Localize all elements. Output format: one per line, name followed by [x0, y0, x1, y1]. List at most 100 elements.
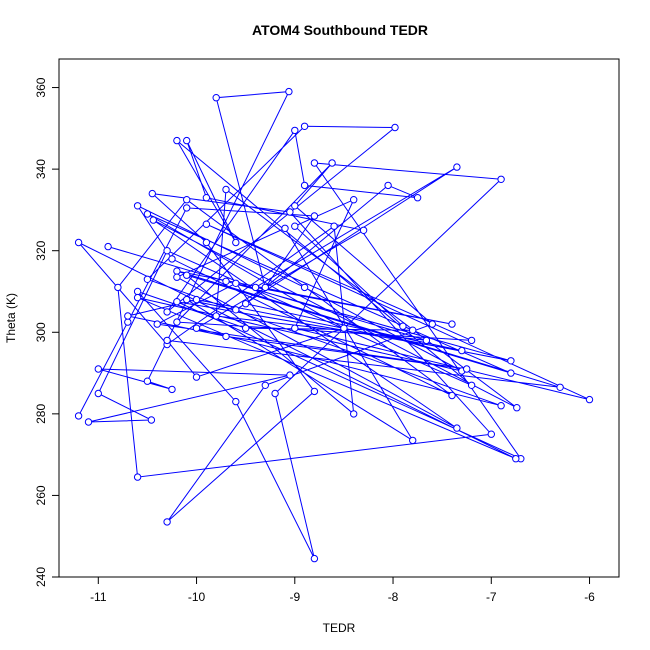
plot-frame	[58, 58, 620, 578]
data-point	[168, 385, 176, 394]
data-point	[173, 136, 181, 145]
data-point	[173, 318, 181, 326]
data-point	[453, 163, 461, 171]
y-tick-label: 240	[34, 567, 48, 587]
data-point	[183, 271, 191, 279]
data-point	[310, 387, 319, 396]
data-point	[261, 283, 269, 292]
data-point	[463, 365, 471, 373]
data-point	[291, 126, 299, 135]
data-point	[359, 226, 368, 235]
x-tick-label: -8	[388, 590, 399, 604]
data-point	[84, 418, 93, 426]
data-point	[222, 332, 230, 341]
y-tick-label: 280	[34, 404, 48, 424]
data-point	[409, 436, 417, 445]
data-point	[428, 320, 436, 328]
y-tick-label: 360	[34, 77, 48, 97]
data-point	[261, 381, 269, 389]
data-point	[291, 324, 299, 332]
data-point	[232, 279, 240, 287]
data-point	[251, 283, 260, 292]
data-point	[585, 395, 594, 404]
y-tick-label: 260	[34, 485, 48, 505]
data-point	[310, 159, 319, 167]
data-point	[212, 312, 220, 320]
data-point	[453, 424, 461, 432]
data-point	[173, 267, 181, 275]
data-point	[173, 298, 181, 306]
data-point	[133, 293, 142, 302]
data-point	[422, 336, 431, 345]
data-point	[291, 202, 299, 210]
data-point	[291, 222, 299, 230]
data-point	[350, 196, 358, 204]
data-point	[143, 210, 152, 218]
data-point	[448, 320, 456, 328]
y-tick-label: 300	[34, 322, 48, 342]
data-point	[350, 410, 358, 418]
data-point	[222, 185, 230, 194]
data-point	[163, 308, 171, 316]
data-point	[300, 283, 309, 292]
data-point	[192, 373, 201, 381]
data-point	[133, 287, 142, 296]
data-point	[183, 196, 191, 204]
data-point	[124, 312, 132, 320]
data-point	[286, 208, 294, 216]
data-point	[202, 220, 211, 228]
data-point	[133, 202, 142, 210]
data-point	[286, 371, 294, 379]
series-layer	[74, 87, 594, 563]
series-line	[78, 91, 590, 559]
x-tick-label: -7	[486, 590, 497, 604]
x-tick-label: -10	[188, 590, 206, 604]
data-point	[512, 455, 520, 463]
data-point	[124, 318, 132, 326]
data-point	[448, 391, 456, 400]
data-point	[133, 473, 142, 481]
data-point	[328, 159, 336, 167]
data-point	[300, 181, 309, 190]
data-point	[222, 277, 230, 285]
x-axis-label: TEDR	[323, 621, 356, 635]
data-point	[340, 324, 348, 332]
x-tick-label: -9	[289, 590, 300, 604]
data-point	[183, 136, 191, 145]
data-point	[497, 175, 505, 184]
data-point	[163, 336, 171, 345]
data-point	[168, 255, 176, 263]
data-point	[202, 194, 211, 202]
data-point	[467, 381, 476, 389]
data-point	[183, 204, 191, 212]
data-point	[143, 275, 152, 283]
x-tick-label: -11	[90, 590, 107, 604]
data-point	[148, 189, 157, 198]
data-point	[310, 554, 319, 563]
data-point	[285, 87, 293, 96]
x-axis: -11 -10 -9 -8 -7 -6	[90, 577, 595, 604]
y-axis: 240 260 280 300 320 340 360	[34, 77, 59, 587]
y-tick-label: 340	[34, 159, 48, 179]
data-point	[513, 404, 521, 412]
data-point	[556, 383, 564, 391]
data-point	[114, 283, 122, 292]
y-tick-label: 320	[34, 240, 48, 260]
data-point	[242, 300, 250, 308]
data-point	[391, 123, 399, 132]
data-point	[232, 238, 240, 247]
x-tick-label: -6	[584, 590, 595, 604]
data-point	[467, 336, 476, 345]
data-point	[74, 412, 83, 420]
data-point	[94, 389, 103, 398]
data-point	[409, 326, 417, 334]
data-point	[458, 346, 466, 355]
data-point	[192, 324, 201, 332]
data-point	[413, 194, 422, 202]
data-point	[202, 238, 211, 247]
data-point	[384, 181, 392, 190]
data-point	[163, 518, 171, 526]
data-point	[507, 369, 515, 377]
data-point	[163, 247, 171, 255]
